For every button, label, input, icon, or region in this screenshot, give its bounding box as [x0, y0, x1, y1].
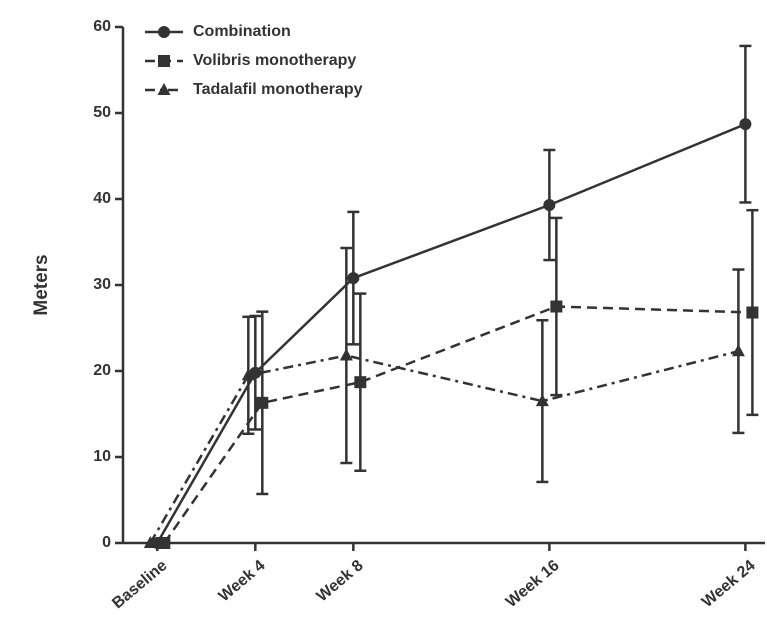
marker: [535, 394, 549, 407]
marker: [339, 348, 353, 361]
y-tick-label: 20: [93, 362, 111, 379]
marker: [739, 118, 752, 131]
legend-marker: [158, 55, 170, 67]
marker: [731, 344, 745, 357]
legend-label: Volibris monotherapy: [193, 52, 356, 69]
legend-marker: [157, 83, 171, 95]
y-tick-label: 40: [93, 190, 111, 207]
marker: [256, 396, 269, 409]
marker: [550, 300, 563, 313]
y-axis-label: Meters: [31, 254, 52, 315]
y-tick-label: 0: [102, 534, 111, 551]
y-tick-label: 30: [93, 276, 111, 293]
x-tick-label: Week 24: [699, 557, 759, 611]
series-line: [149, 350, 739, 544]
series-line: [163, 305, 753, 544]
series-line: [156, 123, 746, 544]
y-tick-label: 10: [93, 448, 111, 465]
x-tick-label: Week 16: [503, 557, 563, 611]
y-tick-label: 50: [93, 104, 111, 121]
marker: [143, 536, 157, 548]
x-tick-label: Week 4: [216, 557, 269, 605]
x-tick-label: Baseline: [109, 557, 170, 612]
marker: [354, 376, 367, 389]
y-tick-label: 60: [93, 18, 111, 35]
marker: [241, 368, 255, 381]
legend-label: Combination: [193, 23, 291, 40]
legend-marker: [158, 26, 170, 38]
legend-label: Tadalafil monotherapy: [193, 81, 363, 98]
marker: [158, 537, 171, 549]
marker: [347, 272, 360, 285]
x-tick-label: Week 8: [314, 557, 367, 605]
marker: [746, 306, 759, 319]
marker: [543, 199, 556, 212]
